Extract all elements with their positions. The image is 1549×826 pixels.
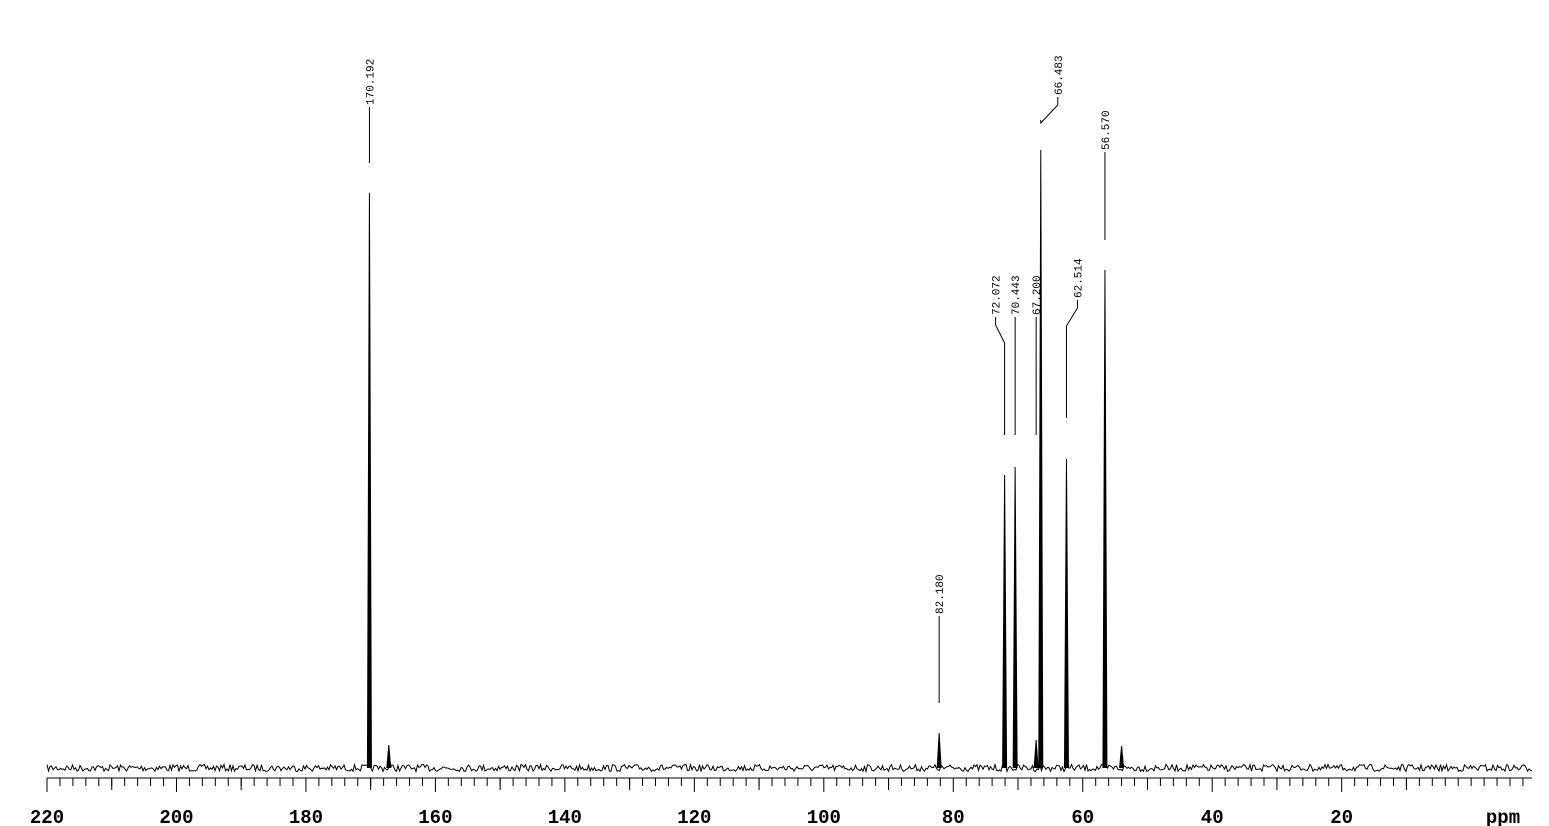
x-tick-label: 40 (1201, 807, 1224, 826)
x-tick-label: 20 (1330, 807, 1353, 826)
peak-label: 67.200 (1032, 275, 1044, 315)
peak-leader (1065, 300, 1078, 418)
x-tick-label: 100 (807, 807, 841, 826)
x-tick-label: 80 (942, 807, 965, 826)
x-tick-label: 160 (418, 807, 452, 826)
peak-label: 56.570 (1101, 110, 1113, 150)
peak (1002, 474, 1008, 769)
peak-label: 82.180 (935, 574, 947, 614)
x-tick-label: 140 (548, 807, 582, 826)
x-tick-label: 200 (159, 807, 193, 826)
peak (1038, 149, 1044, 769)
peak (1033, 739, 1039, 769)
peak (1119, 745, 1125, 769)
peak-leader (995, 317, 1006, 435)
x-axis-label: ppm (1486, 807, 1520, 826)
x-tick-label: 220 (30, 807, 64, 826)
peak-label: 70.443 (1011, 275, 1023, 315)
peak-label: 170.192 (365, 59, 377, 105)
peak (1063, 458, 1069, 769)
x-tick-label: 180 (289, 807, 323, 826)
x-tick-label: 120 (677, 807, 711, 826)
peak (936, 732, 942, 769)
peak-leader (1040, 97, 1059, 125)
peak (366, 192, 372, 769)
peak-label: 66.483 (1054, 55, 1066, 95)
x-tick-label: 60 (1071, 807, 1094, 826)
peak-label: 72.072 (992, 275, 1004, 315)
peak (1102, 269, 1108, 769)
peak-label: 62.514 (1073, 258, 1085, 298)
peak (1012, 466, 1018, 769)
peak (386, 744, 392, 769)
baseline-noise (46, 762, 1533, 774)
